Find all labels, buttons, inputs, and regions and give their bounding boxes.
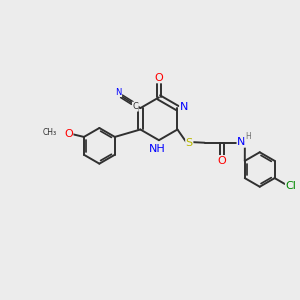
Text: Cl: Cl: [286, 181, 296, 190]
Text: C: C: [132, 102, 138, 111]
Text: N: N: [180, 102, 188, 112]
Text: N: N: [237, 137, 245, 147]
Text: O: O: [218, 156, 226, 166]
Text: H: H: [245, 132, 251, 141]
Text: NH: NH: [149, 143, 166, 154]
Text: O: O: [64, 129, 73, 139]
Text: S: S: [186, 138, 193, 148]
Text: O: O: [154, 73, 163, 83]
Text: CH₃: CH₃: [43, 128, 57, 137]
Text: N: N: [115, 88, 122, 97]
